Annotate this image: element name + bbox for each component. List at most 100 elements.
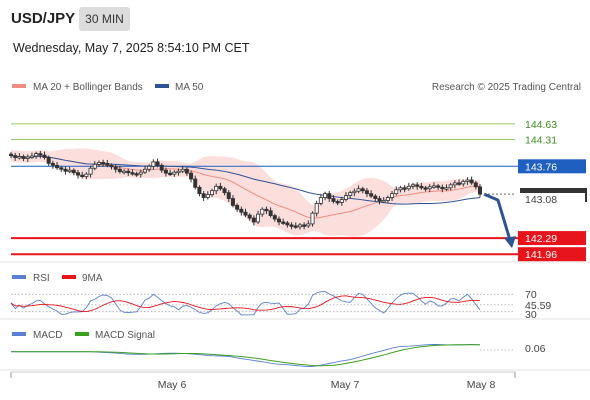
candle	[163, 167, 168, 177]
candle	[126, 168, 131, 177]
candle	[364, 188, 369, 198]
candle	[272, 213, 277, 222]
research-credit: Research © 2025 Trading Central	[432, 82, 581, 93]
candle	[314, 200, 319, 217]
candle	[84, 172, 89, 180]
candle	[281, 218, 286, 225]
candle	[214, 183, 219, 195]
symbol-title: USD/JPY	[11, 10, 76, 27]
support-level-tag	[518, 231, 586, 246]
candle	[289, 222, 294, 230]
candle	[423, 185, 428, 192]
timeframe-badge[interactable]: 30 MIN	[79, 7, 130, 31]
candle	[251, 215, 256, 226]
candle	[444, 184, 449, 191]
candle	[134, 171, 139, 177]
ma20-legend-swatch	[12, 84, 26, 88]
rsi-tick-30: 30	[525, 309, 537, 321]
candle	[55, 161, 60, 170]
chart-header: USD/JPY 30 MIN Wednesday, May 7, 2025 8:…	[0, 0, 590, 70]
candle	[239, 206, 244, 216]
pivot-level-tag	[518, 159, 586, 174]
candle	[29, 152, 34, 159]
support-level-tag	[518, 247, 586, 262]
candle	[410, 182, 415, 190]
candle	[398, 185, 403, 193]
candle	[327, 190, 332, 202]
candle	[109, 163, 114, 170]
macd-value-label: 0.06	[525, 343, 546, 355]
candle	[415, 182, 420, 190]
rsi-ma-line	[10, 295, 481, 313]
candle	[122, 169, 127, 175]
candle	[448, 182, 453, 191]
candle	[222, 186, 227, 196]
level-label-142-29: 142.29	[525, 233, 557, 245]
ma50-legend-swatch	[155, 84, 169, 88]
candle	[8, 152, 13, 159]
candle	[176, 168, 181, 176]
rsi-lines	[10, 291, 515, 316]
candle	[138, 169, 143, 178]
candle	[34, 151, 39, 159]
level-labels: 144.63 144.31 143.76 142.29 141.96	[518, 119, 586, 262]
candle	[331, 195, 336, 204]
candle	[406, 182, 411, 191]
candle	[25, 154, 30, 162]
level-label-144-31: 144.31	[525, 134, 557, 146]
candle	[17, 153, 22, 160]
candle	[180, 165, 185, 174]
candle	[105, 159, 110, 168]
candle	[113, 164, 118, 173]
candle	[335, 199, 340, 206]
candle	[96, 160, 101, 168]
forecast-arrow	[483, 192, 516, 249]
candle	[318, 194, 323, 206]
candle	[235, 203, 240, 212]
candle	[101, 159, 106, 167]
candle	[385, 195, 390, 204]
x-label-may8: May 8	[467, 379, 496, 391]
candle	[209, 188, 214, 198]
candle	[394, 186, 399, 196]
candle	[67, 166, 72, 174]
bollinger-band	[11, 148, 480, 237]
chart-datetime: Wednesday, May 7, 2025 8:54:10 PM CET	[13, 41, 250, 55]
candle	[285, 220, 290, 228]
candle	[276, 216, 281, 226]
candle	[440, 184, 445, 193]
candle	[465, 177, 470, 185]
candle	[168, 169, 173, 177]
forecast-arrow-head	[504, 236, 516, 249]
candle	[42, 151, 47, 160]
macd-lines	[11, 344, 515, 367]
candle	[381, 197, 386, 203]
rsi-line	[10, 291, 481, 316]
candle	[193, 175, 198, 190]
candle	[197, 185, 202, 197]
level-label-144-63: 144.63	[525, 119, 557, 131]
ma50-legend-label: MA 50	[175, 82, 204, 93]
candle	[256, 210, 261, 224]
candle	[297, 222, 302, 230]
macd-legend-label: MACD	[33, 330, 62, 341]
forecast-arrow-line	[483, 192, 512, 241]
candle	[218, 182, 223, 191]
ma50-line	[10, 155, 481, 205]
bollinger-band-fill	[11, 148, 480, 237]
candle	[46, 155, 51, 167]
candle	[76, 169, 81, 179]
candle	[339, 196, 344, 206]
candle	[373, 194, 378, 202]
candle	[142, 165, 147, 175]
macd-signal-legend-swatch	[75, 332, 89, 336]
candle	[80, 171, 85, 179]
candle	[302, 222, 307, 230]
candle	[205, 191, 210, 200]
candle	[293, 222, 298, 229]
candle	[457, 179, 462, 186]
candle	[184, 167, 189, 176]
candle	[352, 188, 357, 197]
rsi-legend-swatch	[12, 275, 26, 279]
